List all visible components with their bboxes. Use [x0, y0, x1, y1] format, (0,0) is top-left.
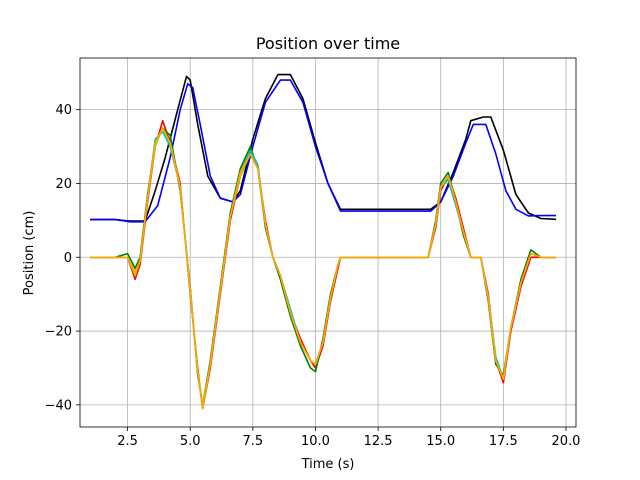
y-tick-label: −20	[45, 325, 72, 340]
y-axis-label: Position (cm)	[22, 211, 37, 296]
x-tick-label: 2.5	[117, 434, 138, 449]
x-axis-label: Time (s)	[301, 457, 355, 472]
x-tick-label: 17.5	[489, 434, 518, 449]
y-tick-label: 0	[64, 251, 72, 266]
y-tick-label: 40	[55, 103, 72, 118]
series-line-6	[90, 127, 556, 410]
series-line-1	[90, 79, 556, 223]
y-tick-label: 20	[55, 177, 72, 192]
plot-area: 2.5 5.0 7.5 10.0 12.5 15.0 17.5 20.0 −40 −20 0 20 40	[45, 57, 581, 449]
axes-frame	[79, 57, 577, 428]
chart-title: Position over time	[256, 34, 400, 53]
x-tick-label: 7.5	[243, 434, 264, 449]
x-tick-label: 10.0	[301, 434, 330, 449]
x-tick-label: 12.5	[364, 434, 393, 449]
x-tick-label: 5.0	[180, 434, 201, 449]
y-tick-label: −40	[45, 398, 72, 413]
x-tick-label: 20.0	[552, 434, 581, 449]
series-line-0	[90, 73, 557, 222]
x-tick-label: 15.0	[426, 434, 455, 449]
